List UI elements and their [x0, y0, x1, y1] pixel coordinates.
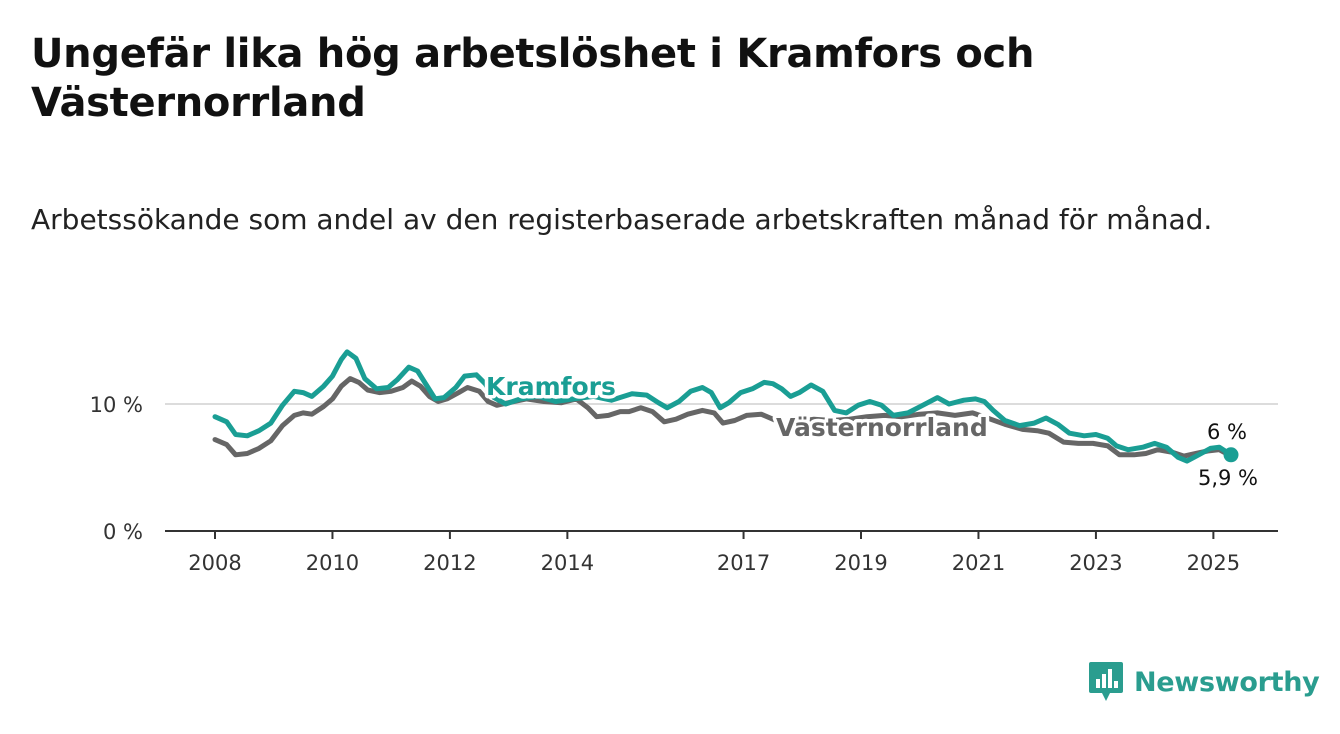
end-point-marker	[1223, 447, 1239, 463]
newsworthy-logo-icon	[1089, 662, 1123, 701]
end-value-label-kramfors: 6 %	[1207, 420, 1247, 444]
series-lines	[212, 349, 1239, 464]
series-line-västernorrland	[212, 376, 1234, 459]
x-tick-label: 2025	[1187, 551, 1240, 575]
chart-title: Ungefär lika hög arbetslöshet i Kramfors…	[31, 31, 1035, 126]
x-tick-label: 2021	[952, 551, 1005, 575]
series-line-kramfors	[212, 349, 1234, 464]
brand-name: Newsworthy	[1134, 666, 1320, 698]
brand-logo: Newsworthy	[1088, 660, 1320, 704]
chart-subtitle: Arbetssökande som andel av den registerb…	[31, 203, 1213, 236]
x-tick-label: 2019	[834, 551, 887, 575]
series-label-vasternorrland: Västernorrland	[776, 413, 988, 442]
y-tick-label: 0 %	[103, 520, 143, 544]
x-tick-label: 2023	[1069, 551, 1122, 575]
x-tick-label: 2014	[541, 551, 594, 575]
y-axis: 0 % 10 %	[90, 393, 143, 544]
x-tick-label: 2008	[188, 551, 241, 575]
x-tick-label: 2010	[306, 551, 359, 575]
y-tick-label: 10 %	[90, 393, 143, 417]
series-labels: Kramfors Västernorrland 6 % 5,9 %	[483, 369, 1261, 493]
x-tick-label: 2017	[717, 551, 770, 575]
x-tick-label: 2012	[423, 551, 476, 575]
series-label-kramfors: Kramfors	[486, 372, 616, 401]
x-axis: 2008 2010 2012 2014 2017 2019 2021 2023 2025	[165, 530, 1278, 575]
end-value-label-vasternorrland: 5,9 %	[1198, 466, 1258, 490]
